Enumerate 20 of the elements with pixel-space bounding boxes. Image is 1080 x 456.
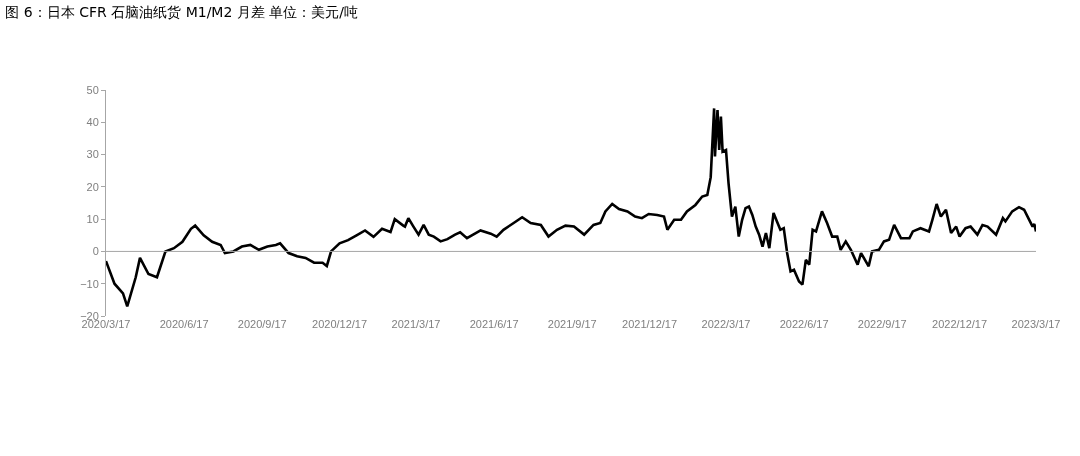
y-tick-label: 10: [86, 212, 99, 225]
y-tick-label: 40: [86, 116, 99, 129]
x-tick-label: 2022/12/17: [932, 318, 988, 330]
x-tick-label: 2021/6/17: [469, 318, 519, 330]
y-tick-label: 50: [86, 83, 99, 96]
x-tick-label: 2023/3/17: [1011, 318, 1061, 330]
y-tick-label: 20: [86, 180, 99, 193]
x-tick-label: 2022/3/17: [701, 318, 751, 330]
y-tick-label: 30: [86, 148, 99, 161]
y-tick-label: −10: [80, 277, 99, 290]
x-tick-label: 2021/12/17: [622, 318, 678, 330]
x-tick-label: 2022/9/17: [857, 318, 907, 330]
x-tick-label: 2020/12/17: [312, 318, 368, 330]
x-tick-label: 2021/3/17: [391, 318, 441, 330]
x-tick-label: 2022/6/17: [779, 318, 829, 330]
x-tick-label: 2021/9/17: [547, 318, 597, 330]
x-tick-label: 2020/9/17: [237, 318, 287, 330]
y-tick-label: 0: [92, 245, 99, 258]
x-tick-label: 2020/6/17: [159, 318, 209, 330]
chart-title: 图 6：日本 CFR 石脑油纸货 M1/M2 月差 单位：美元/吨: [5, 3, 358, 20]
